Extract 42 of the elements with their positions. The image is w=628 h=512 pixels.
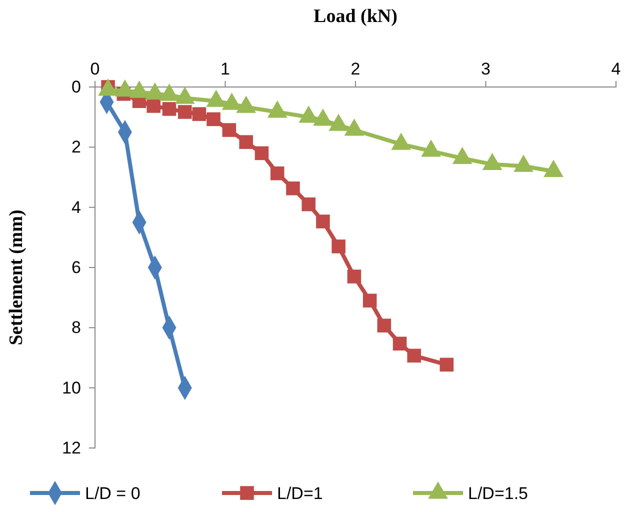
x-axis-title: Load (kN): [314, 6, 398, 27]
point: [206, 90, 226, 107]
point: [421, 140, 441, 157]
y-tick-label: 4: [71, 198, 81, 217]
point: [452, 146, 472, 164]
x-tick-label: 2: [350, 60, 360, 79]
point: [377, 318, 392, 332]
y-axis-title: Settlement (mm): [6, 210, 27, 346]
y-tick-label: 2: [71, 138, 81, 157]
x-tick-label: 1: [220, 60, 230, 79]
point: [302, 197, 316, 212]
legend-label: L/D=1.5: [468, 484, 528, 503]
x-tick-label: 3: [481, 60, 490, 79]
x-tick-label: 0: [90, 60, 100, 79]
point: [344, 118, 364, 136]
point: [267, 100, 288, 118]
point: [391, 132, 411, 150]
point: [407, 348, 422, 363]
y-tick-label: 12: [62, 438, 81, 458]
point: [316, 214, 330, 228]
point: [129, 80, 150, 98]
point: [174, 86, 195, 104]
point: [440, 358, 454, 372]
x-tick-label: 4: [611, 60, 621, 79]
point: [313, 108, 333, 126]
point: [544, 160, 564, 177]
y-tick-label: 0: [71, 77, 81, 96]
point: [328, 114, 348, 131]
point: [332, 240, 346, 254]
point: [362, 294, 377, 308]
point: [514, 154, 534, 172]
y-tick-label: 8: [71, 318, 81, 338]
point: [98, 78, 118, 96]
y-tick-label: 6: [71, 258, 81, 277]
point: [482, 152, 502, 170]
point: [236, 96, 256, 113]
point: [159, 84, 180, 101]
y-tick-label: 10: [62, 378, 81, 398]
legend-label: L/D = 0: [85, 484, 140, 503]
point: [347, 270, 362, 284]
point: [392, 336, 407, 351]
legend-label: L/D=1: [277, 484, 323, 503]
